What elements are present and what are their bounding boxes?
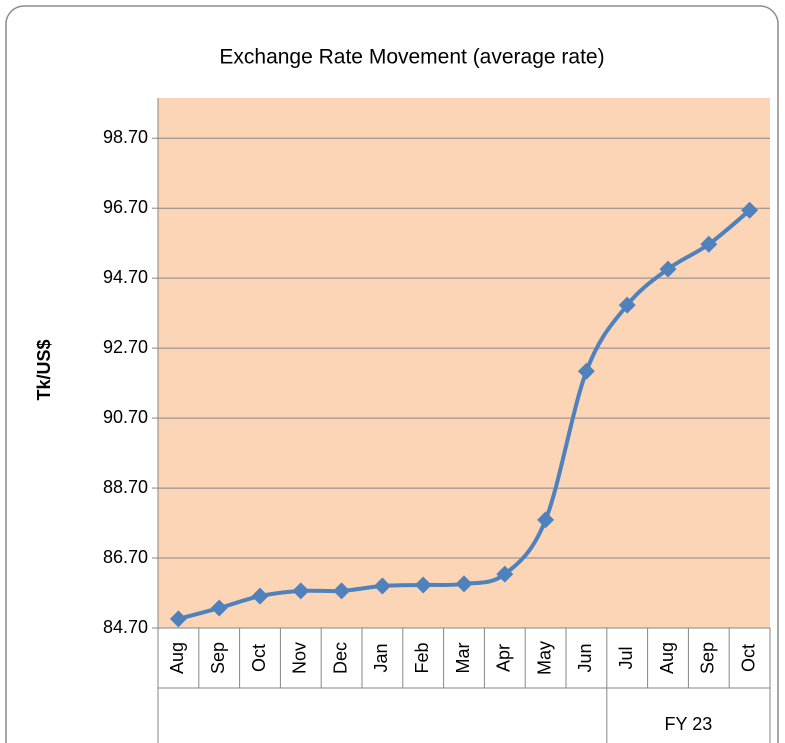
point-marker bbox=[496, 565, 514, 583]
y-tick-label: 96.70 bbox=[103, 197, 148, 217]
x-tick-label: Jun bbox=[575, 643, 595, 672]
x-tick-label: Sep bbox=[698, 642, 718, 674]
x-tick-label: May bbox=[534, 641, 554, 675]
x-tick-label: Aug bbox=[657, 642, 677, 674]
point-marker bbox=[455, 575, 473, 593]
x-tick-label: Mar bbox=[453, 642, 473, 673]
plot-background bbox=[158, 98, 770, 628]
series-line bbox=[177, 208, 751, 621]
x-tick-label: Dec bbox=[330, 642, 350, 674]
x-tick-label: Apr bbox=[494, 644, 514, 672]
point-marker bbox=[169, 610, 187, 628]
group-label: FY 23 bbox=[665, 714, 713, 734]
x-tick-label: Feb bbox=[412, 642, 432, 673]
y-tick-label: 90.70 bbox=[103, 407, 148, 427]
y-tick-label: 98.70 bbox=[103, 127, 148, 147]
point-marker bbox=[659, 260, 677, 278]
y-tick-label: 92.70 bbox=[103, 337, 148, 357]
point-marker bbox=[741, 201, 759, 219]
x-tick-label: Aug bbox=[167, 642, 187, 674]
y-tick-label: 88.70 bbox=[103, 477, 148, 497]
y-axis-label: Tk/US$ bbox=[34, 339, 54, 400]
point-marker bbox=[333, 582, 351, 600]
y-tick-label: 86.70 bbox=[103, 547, 148, 567]
y-tick-label: 94.70 bbox=[103, 267, 148, 287]
point-marker bbox=[414, 576, 432, 594]
point-marker bbox=[537, 511, 555, 529]
point-marker bbox=[700, 235, 718, 253]
x-tick-label: Nov bbox=[290, 642, 310, 674]
x-tick-label: Jul bbox=[616, 646, 636, 669]
y-tick-label: 84.70 bbox=[103, 617, 148, 637]
x-tick-label: Oct bbox=[738, 644, 758, 672]
x-tick-label: Oct bbox=[249, 644, 269, 672]
x-tick-label: Jan bbox=[371, 643, 391, 672]
point-marker bbox=[292, 582, 310, 600]
plot-area: 84.70 86.70 88.70 90.70 92.70 94.70 96.70 98.70… bbox=[103, 98, 771, 743]
point-marker bbox=[210, 599, 228, 617]
point-marker bbox=[251, 587, 269, 605]
point-marker bbox=[373, 577, 391, 595]
x-tick-label: Sep bbox=[208, 642, 228, 674]
chart-title: Exchange Rate Movement (average rate) bbox=[219, 46, 604, 69]
point-marker bbox=[577, 362, 595, 380]
point-marker bbox=[618, 296, 636, 314]
